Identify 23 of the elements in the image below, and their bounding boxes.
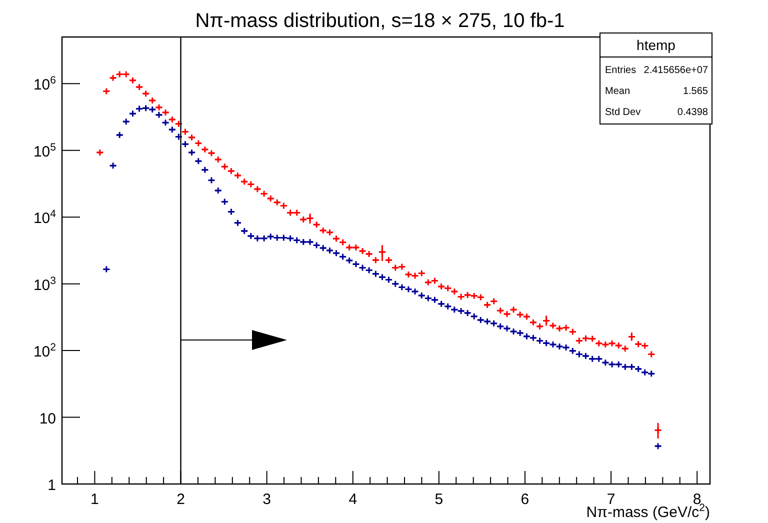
x-tick-label: 3 [262, 491, 271, 508]
x-tick-label: 1 [90, 491, 99, 508]
x-tick-label: 2 [176, 491, 185, 508]
y-tick-label: 10 [39, 410, 56, 428]
annotation: 2.415656e+07 [644, 65, 708, 76]
y-tick-label: 10$^{3}$ [33, 274, 56, 294]
y-tick-label: 10$^{5}$ [33, 141, 56, 160]
chart-title: Nπ-mass distribution, s=18 × 275, 10 fb-1 [195, 10, 565, 32]
y-tick-label: 1 [48, 477, 56, 494]
annotation: Entries [605, 65, 636, 76]
annotation: htemp [636, 37, 676, 53]
annotation: Std Dev [605, 107, 641, 118]
x-tick-label: 6 [520, 491, 530, 508]
y-tick-label: 10$^{4}$ [33, 208, 56, 228]
annotation: 1.565 [682, 86, 708, 97]
y-tick-label: 10$^{2}$ [33, 342, 56, 361]
x-tick-label: 5 [434, 491, 444, 508]
annotation: Mean [605, 86, 630, 97]
x-tick-label: 8 [692, 491, 702, 508]
x-tick-label: 4 [348, 491, 358, 508]
x-tick-label: 7 [606, 491, 616, 508]
annotation: 0.4398 [677, 107, 708, 118]
y-tick-label: 10$^{6}$ [33, 74, 56, 94]
